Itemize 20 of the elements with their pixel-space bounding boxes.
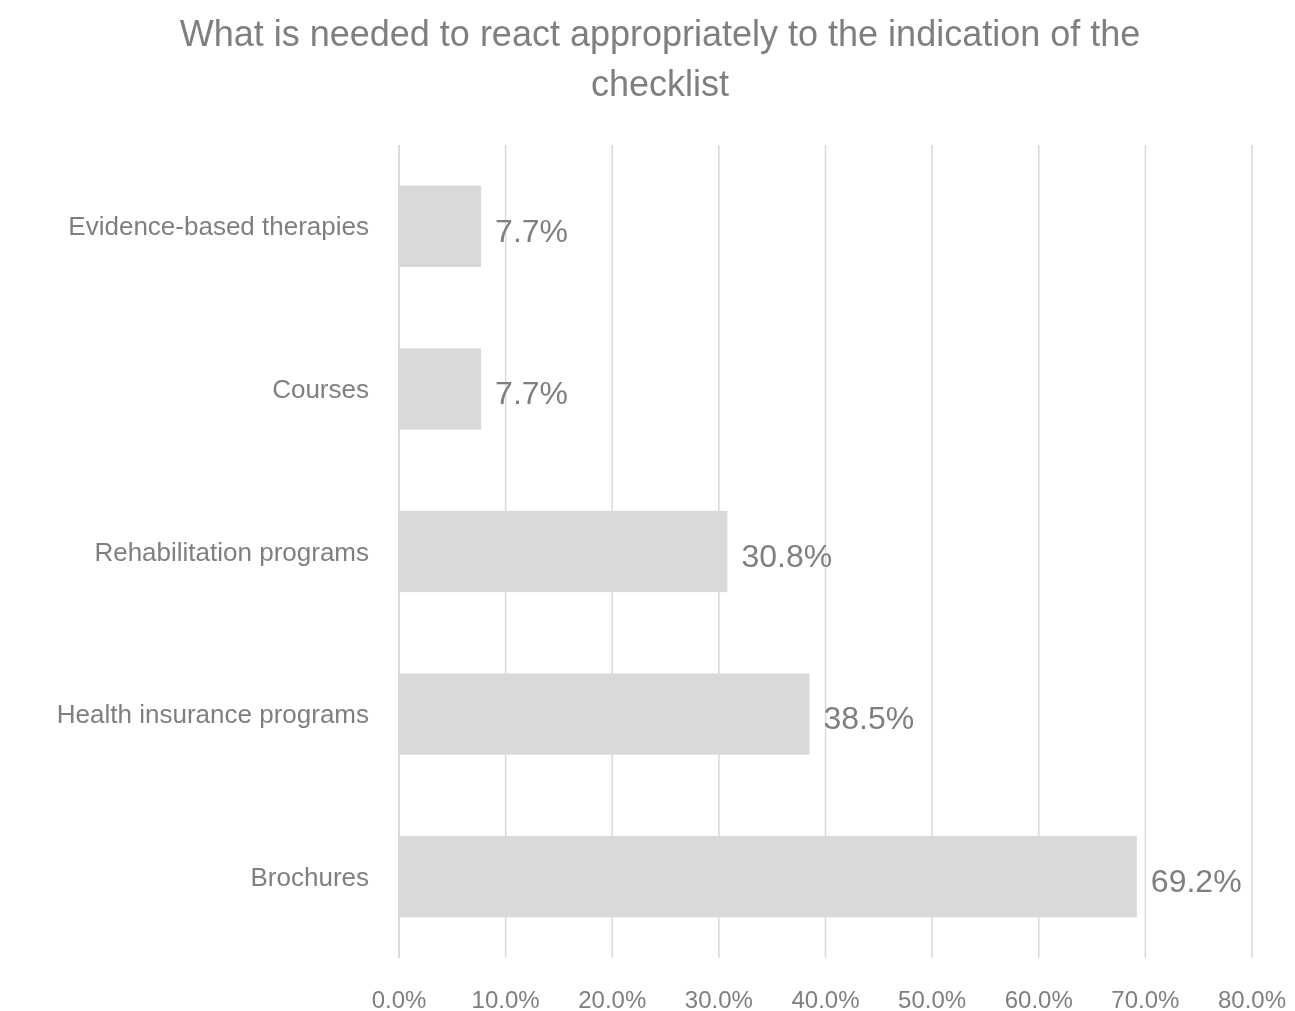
y-tick-label: Rehabilitation programs [94,536,369,567]
y-tick-label: Brochures [250,861,369,892]
y-tick-label: Evidence-based therapies [68,211,369,242]
x-tick-label: 70.0% [1111,986,1180,1011]
x-tick-label: 20.0% [578,986,647,1011]
x-tick-label: 40.0% [791,986,860,1011]
data-label: 7.7% [495,212,569,249]
data-label: 30.8% [741,537,833,574]
x-tick-label: 10.0% [471,986,540,1011]
data-label: 38.5% [823,700,915,737]
data-label: 7.7% [495,375,569,412]
x-tick-label: 60.0% [1004,986,1073,1011]
y-tick-label: Health insurance programs [56,699,369,730]
x-tick-label: 80.0% [1217,986,1287,1011]
x-tick-label: 50.0% [898,986,967,1011]
x-tick-label: 30.0% [684,986,753,1011]
x-tick-label: 0.0% [371,986,427,1011]
y-tick-label: Courses [272,374,369,404]
data-label: 69.2% [1150,862,1242,899]
chart-title: What is needed to react appropriately to the indication of the checklist [179,13,1141,104]
